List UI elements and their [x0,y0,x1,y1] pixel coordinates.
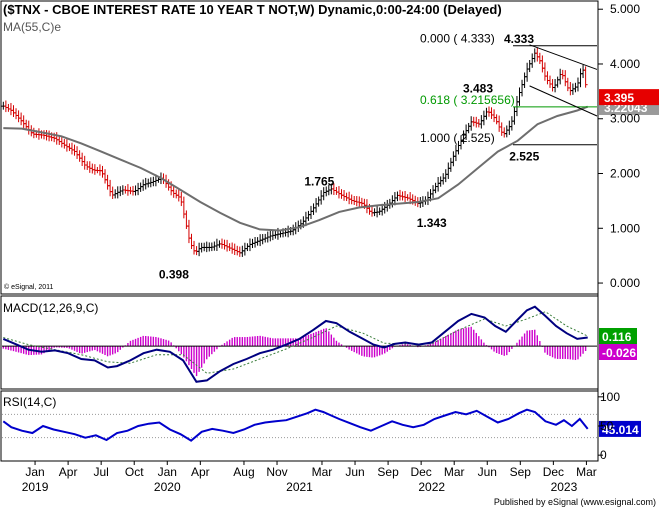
fib-level-label: 1.000 ( 2.525) [420,131,495,145]
price-axis-label: 5.000 [610,2,640,16]
rsi-axis-label: 0 [600,448,607,462]
time-axis-year-label: 2020 [154,480,181,494]
svg-text:0.116: 0.116 [602,330,632,344]
time-axis-month-label: Dec [543,465,564,479]
time-axis-month-label: Aug [233,465,254,479]
channel-line [529,44,598,70]
moving-average-label: MA(55,C)e [3,20,61,34]
time-axis-month-label: Jun [345,465,364,479]
time-axis-year-label: 2019 [22,480,49,494]
time-axis-month-label: Dec [410,465,431,479]
time-axis-year-label: 2023 [551,480,578,494]
time-axis-month-label: Mar [576,465,597,479]
time-axis-month-label: Mar [312,465,333,479]
time-axis-month-label: Oct [125,465,144,479]
pivot-label: 0.398 [159,268,189,282]
macd-signal-line [3,311,588,374]
pivot-label: 4.333 [504,32,534,46]
time-axis-year-label: 2021 [286,480,313,494]
pivot-label: 1.765 [304,175,334,189]
esignal-credit: © eSignal, 2011 [4,283,54,291]
rsi-line [2,408,589,442]
price-bar [583,66,588,88]
rsi-axis-label: 50 [600,419,614,433]
rsi-badge: 45.014 [599,420,641,437]
channel-line [529,85,598,117]
macd-panel-label: MACD(12,26,9,C) [3,301,98,315]
macd-plot: 0.116 -0.026 [2,305,637,383]
time-axis-month-label: Jan [158,465,177,479]
rsi-axis-label: 100 [600,390,620,404]
publisher-credit: Published by eSignal (www.esignal.com) [494,497,656,507]
price-axis-label: 1.000 [610,221,640,235]
price-axis-label: 0.000 [610,276,640,290]
macd-badge: -0.026 [599,344,637,360]
pivot-label: 2.525 [509,149,539,163]
time-axis-year-label: 2022 [418,480,445,494]
price-axis-label: 2.000 [610,167,640,181]
moving-average-line [3,105,589,232]
svg-text:45.014: 45.014 [602,423,639,437]
time-axis-month-label: Jun [478,465,497,479]
time-axis-month-label: Nov [266,465,287,479]
price-axis-label: 3.000 [610,112,640,126]
svg-text:3.395: 3.395 [604,91,634,105]
time-axis-month-label: Jul [93,465,108,479]
price-plot: 0.000 ( 4.333) 0.618 ( 3.215656) 1.000 ( 2… [1,32,659,282]
axes: 5.000 4.000 3.000 2.000 1.000 0.000 100 50 0 Jan A… [22,2,641,494]
time-axis-month-label: Sep [510,465,532,479]
fib-level-label: 0.000 ( 4.333) [420,32,495,46]
time-axis-month-label: Sep [377,465,399,479]
time-axis-month-label: Jan [25,465,44,479]
time-axis-month-label: Apr [59,465,78,479]
price-badge: 3.395 [599,89,659,106]
fib-level-label: 0.618 ( 3.215656) [420,93,515,107]
chart-instrument-title: ($TNX - CBOE INTEREST RATE 10 YEAR T NOT… [3,2,502,17]
time-axis-month-label: Mar [444,465,465,479]
macd-line [2,305,588,383]
time-axis-month-label: Apr [191,465,210,479]
pivot-label: 1.343 [417,216,447,230]
svg-text:-0.026: -0.026 [602,346,636,360]
pivot-label: 3.483 [463,81,493,95]
rsi-panel-label: RSI(14,C) [3,395,56,409]
price-axis-label: 4.000 [610,57,640,71]
macd-badge: 0.116 [599,328,637,344]
rsi-plot: 45.014 [2,408,641,442]
